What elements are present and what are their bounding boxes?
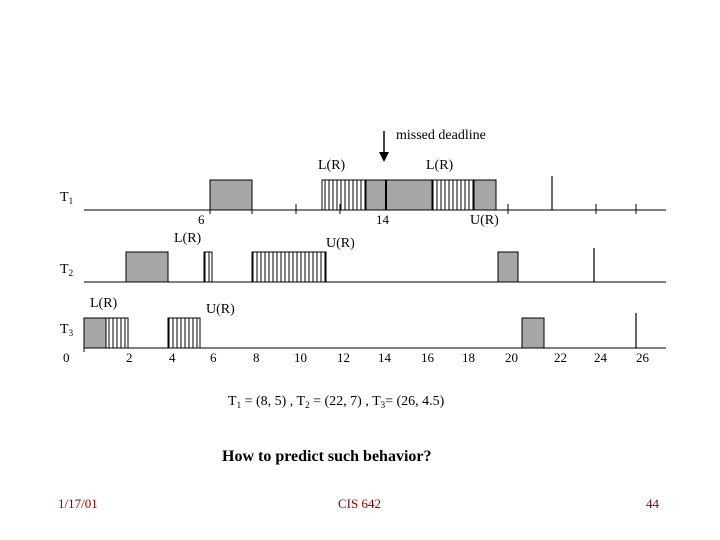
t2-critical-block — [251, 251, 327, 283]
question-text: How to predict such behavior? — [222, 448, 432, 465]
axis-tick-label: 2 — [126, 350, 133, 365]
axis-tick-label: 26 — [636, 350, 649, 365]
task-label-t1: T1 — [60, 190, 74, 206]
t1-exec-block — [365, 179, 433, 211]
axis-tick-label: 6 — [210, 350, 217, 365]
t3-row — [83, 313, 666, 352]
axis-tick-label: 16 — [421, 350, 434, 365]
t1-lock-label: L(R) — [426, 158, 454, 173]
axis-tick-label: 18 — [462, 350, 475, 365]
t2-critical-block — [203, 251, 213, 283]
t2-unlock-label: U(R) — [326, 236, 355, 251]
axis-tick-label: 22 — [554, 350, 567, 365]
t1-unlock-label: U(R) — [470, 213, 499, 228]
t1-critical-block — [321, 179, 367, 211]
t1-exec-block — [473, 179, 497, 211]
footer-page-number: 44 — [646, 496, 659, 511]
t3-exec-block — [521, 317, 545, 349]
axis-tick-label: 12 — [337, 350, 350, 365]
t2-exec-block — [125, 251, 169, 283]
t3-unlock-label: U(R) — [206, 302, 235, 317]
axis-tick-label: 4 — [169, 350, 176, 365]
t1-marker-14: 14 — [376, 212, 389, 227]
t1-row — [84, 176, 666, 214]
axis-tick-label: 10 — [294, 350, 307, 365]
t2-exec-block — [497, 251, 519, 283]
axis-tick-label: 14 — [378, 350, 391, 365]
task-label-t2: T2 — [60, 262, 74, 278]
footer-date: 1/17/01 — [58, 496, 98, 511]
t3-critical-block — [105, 317, 129, 349]
t3-exec-block — [83, 317, 107, 349]
axis-tick-label: 8 — [253, 350, 260, 365]
t2-row — [84, 248, 666, 283]
task-parameters: T1 = (8, 5) , T2 = (22, 7) , T3= (26, 4.… — [228, 394, 445, 410]
t1-lock-label: L(R) — [318, 158, 346, 173]
t1-critical-block — [431, 179, 475, 211]
axis-tick-label: 0 — [63, 350, 70, 365]
missed-deadline-arrow — [379, 131, 389, 162]
t1-marker-6: 6 — [198, 212, 205, 227]
missed-deadline-label: missed deadline — [396, 128, 486, 143]
t3-critical-block — [167, 317, 201, 349]
t3-lock-label: L(R) — [90, 296, 118, 311]
axis-tick-label: 24 — [594, 350, 607, 365]
footer-course: CIS 642 — [338, 496, 381, 511]
axis-tick-label: 20 — [505, 350, 518, 365]
task-label-t3: T3 — [60, 322, 74, 338]
t2-lock-label: L(R) — [174, 231, 202, 246]
t1-exec-block — [209, 179, 253, 211]
